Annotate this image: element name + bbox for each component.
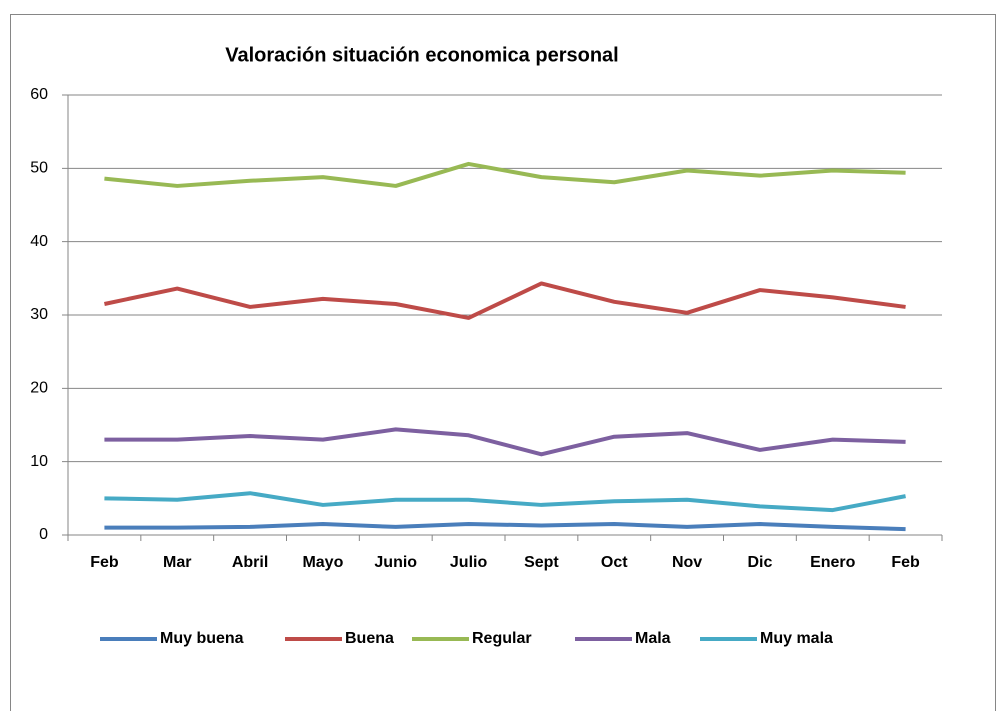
chart-title: Valoración situación economica personal bbox=[225, 44, 618, 66]
x-tick-label: Junio bbox=[374, 554, 417, 571]
x-tick-label: Feb bbox=[90, 554, 119, 571]
x-tick-label: Feb bbox=[891, 554, 920, 571]
x-tick-label: Enero bbox=[810, 554, 856, 571]
x-tick-label: Mar bbox=[163, 554, 191, 571]
x-tick-label: Julio bbox=[450, 554, 488, 571]
line-series bbox=[104, 522, 906, 532]
line-series bbox=[104, 161, 906, 188]
y-tick-label: 40 bbox=[30, 233, 48, 250]
legend-label: Regular bbox=[472, 630, 532, 647]
x-tick-label: Mayo bbox=[302, 554, 343, 571]
x-tick-label: Dic bbox=[747, 554, 772, 571]
legend-label: Mala bbox=[635, 630, 671, 647]
y-tick-label: 10 bbox=[30, 453, 48, 470]
x-tick-label: Nov bbox=[672, 554, 702, 571]
y-tick-label: 20 bbox=[30, 380, 48, 397]
y-tick-label: 50 bbox=[30, 160, 48, 177]
x-tick-label: Sept bbox=[524, 554, 559, 571]
line-series bbox=[104, 281, 906, 320]
legend-label: Buena bbox=[345, 630, 394, 647]
legend-label: Muy buena bbox=[160, 630, 244, 647]
line-series bbox=[104, 427, 906, 457]
x-tick-label: Abril bbox=[232, 554, 268, 571]
chart-frame bbox=[10, 14, 996, 711]
y-tick-label: 0 bbox=[39, 526, 48, 543]
legend-label: Muy mala bbox=[760, 630, 833, 647]
y-tick-label: 30 bbox=[30, 306, 48, 323]
y-tick-label: 60 bbox=[30, 86, 48, 103]
line-series bbox=[104, 491, 906, 513]
x-tick-label: Oct bbox=[601, 554, 628, 571]
